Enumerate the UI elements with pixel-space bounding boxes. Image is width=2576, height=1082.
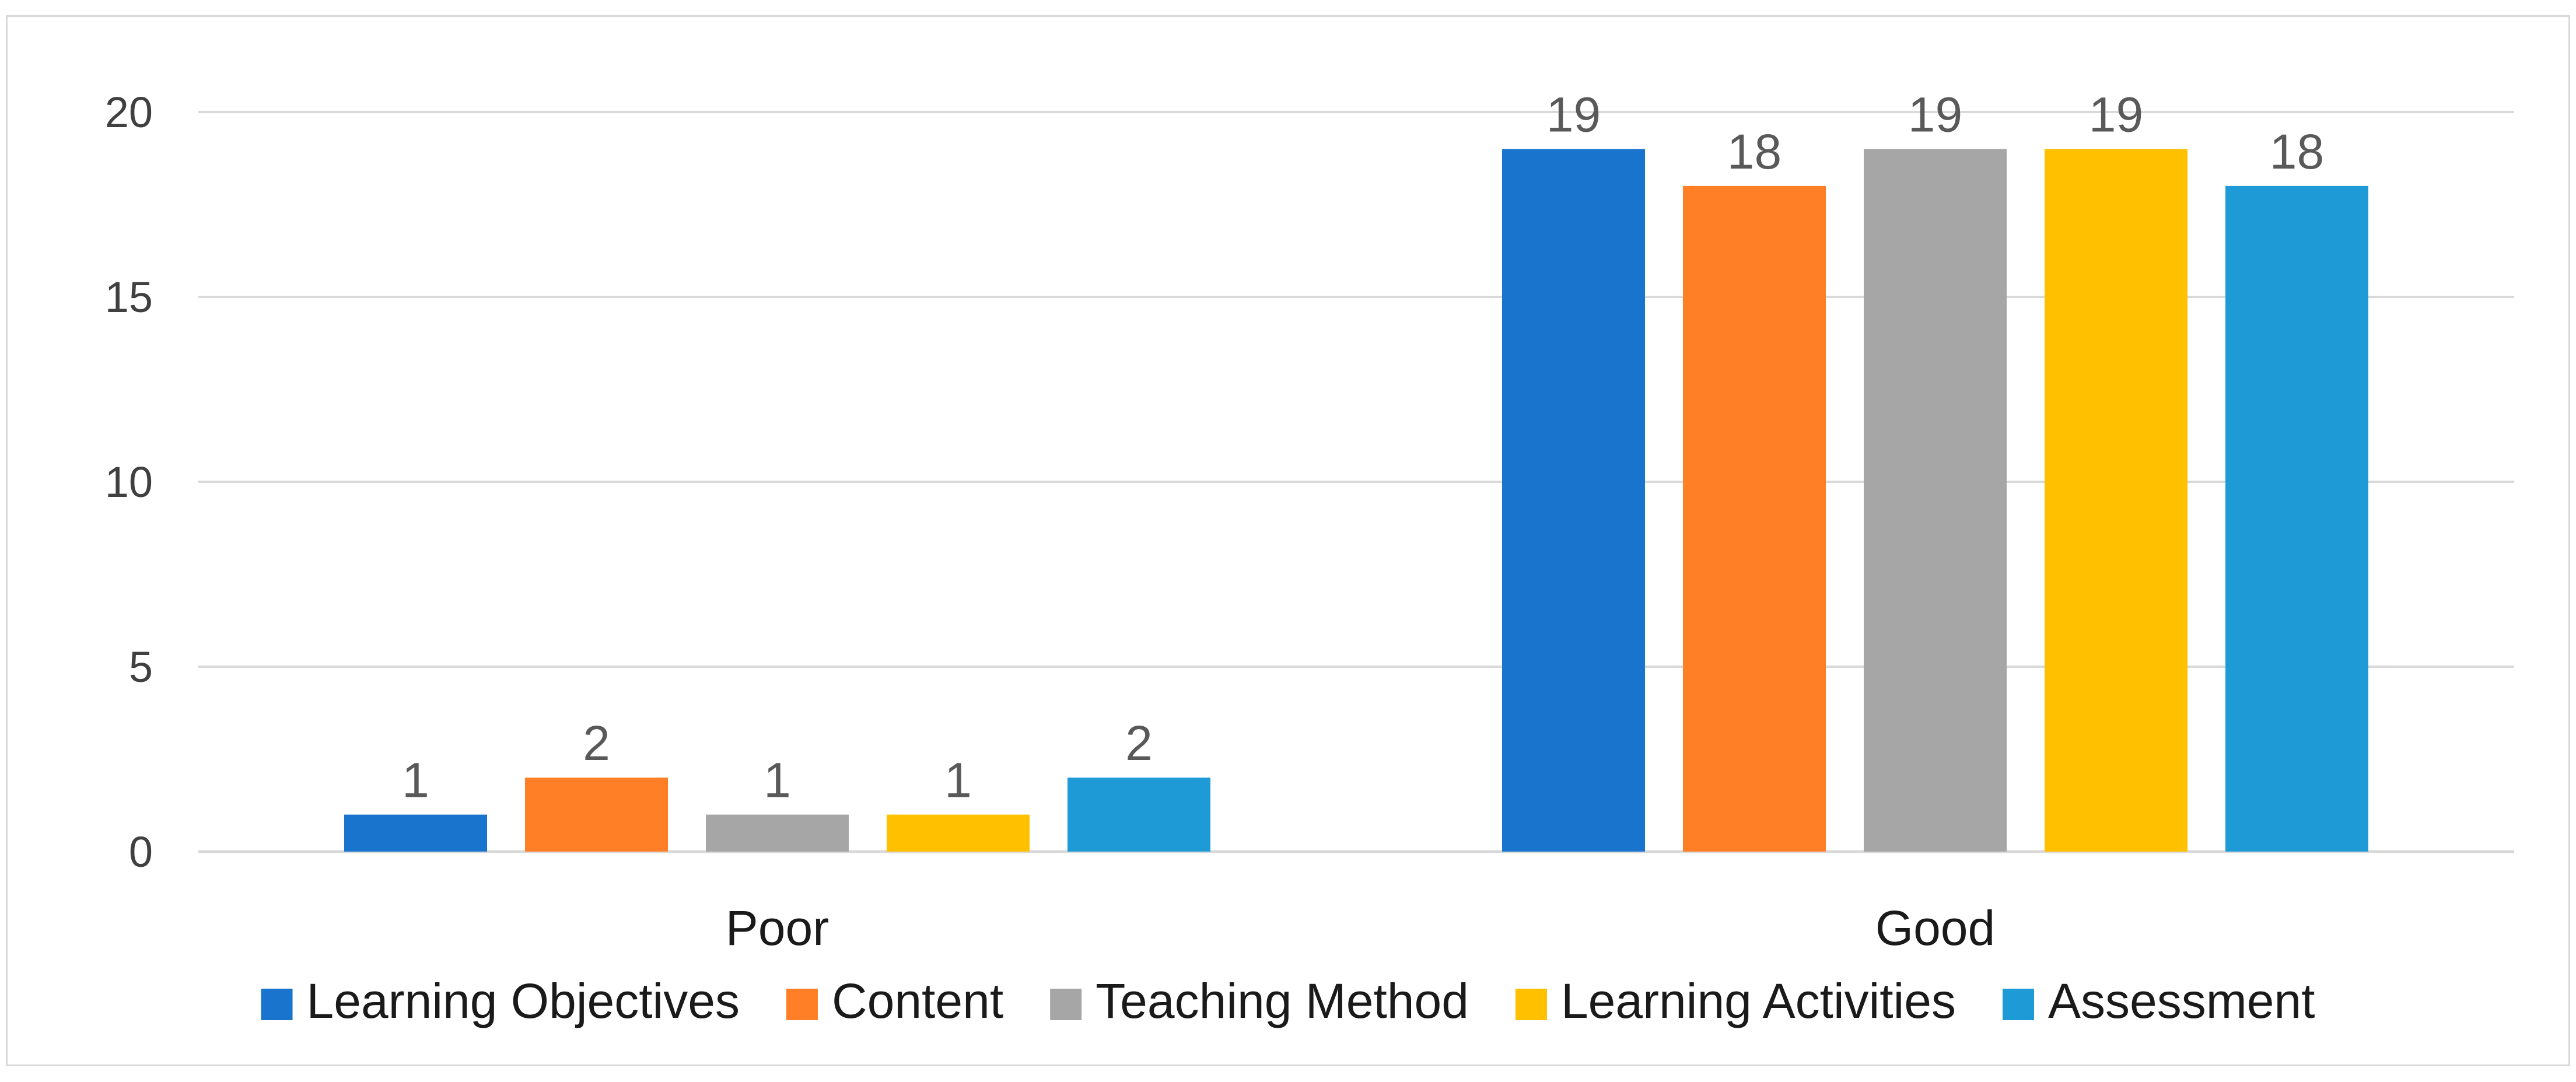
bar	[344, 814, 487, 852]
legend-swatch	[261, 989, 293, 1020]
x-category-label: Poor	[726, 901, 829, 955]
data-label: 19	[2089, 87, 2143, 142]
data-label: 1	[402, 753, 429, 808]
legend-swatch	[1050, 989, 1082, 1020]
y-tick-label: 20	[105, 88, 153, 136]
bar	[2045, 149, 2188, 852]
legend-label: Assessment	[2048, 974, 2315, 1028]
legend-swatch	[786, 989, 818, 1020]
data-label: 19	[1546, 87, 1601, 142]
bar	[706, 814, 849, 852]
y-tick-label: 15	[105, 273, 153, 321]
data-label: 1	[944, 753, 972, 808]
bar	[887, 814, 1030, 852]
y-tick-label: 5	[129, 643, 153, 691]
legend-label: Learning Objectives	[307, 974, 740, 1028]
data-label: 2	[583, 716, 610, 771]
bar	[1068, 778, 1210, 852]
bar	[1683, 185, 1826, 852]
y-tick-label: 10	[105, 458, 153, 506]
bar	[525, 778, 668, 852]
x-category-label: Good	[1875, 901, 1996, 955]
data-label: 18	[2270, 124, 2324, 179]
data-label: 2	[1125, 716, 1153, 771]
legend-swatch	[1515, 989, 1547, 1020]
data-label: 1	[764, 753, 791, 808]
legend-label: Content	[832, 974, 1003, 1028]
legend-label: Teaching Method	[1096, 974, 1469, 1028]
legend-swatch	[2002, 989, 2034, 1020]
data-label: 19	[1908, 87, 1962, 142]
data-label: 18	[1727, 124, 1782, 179]
bar	[2225, 185, 2368, 852]
y-tick-label: 0	[129, 828, 153, 876]
bar	[1864, 149, 2007, 852]
legend-label: Learning Activities	[1561, 974, 1956, 1028]
bar	[1502, 149, 1645, 852]
